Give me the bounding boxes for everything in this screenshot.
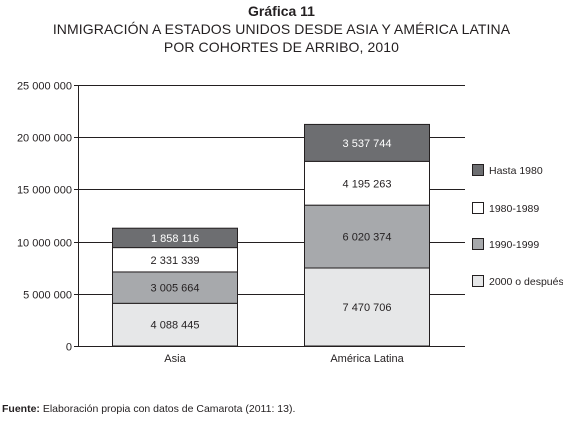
data-label: 1 858 116 [151, 233, 199, 245]
legend-swatch [472, 275, 484, 287]
y-tick-label: 0 [66, 342, 72, 354]
legend-label: Hasta 1980 [489, 165, 543, 177]
x-tick-label: América Latina [330, 353, 404, 365]
legend-label: 2000 o después [489, 276, 563, 288]
legend-swatch [472, 238, 484, 250]
chart-title-line2: POR COHORTES DE ARRIBO, 2010 [163, 39, 400, 55]
legend-swatch [472, 164, 484, 176]
bar-segment [304, 160, 430, 206]
data-label: 7 470 706 [343, 302, 392, 314]
source-note: Fuente: Elaboración propia con datos de … [2, 403, 295, 415]
source-text: Elaboración propia con datos de Camarota… [39, 403, 296, 415]
y-tick-label: 20 000 000 [17, 133, 72, 145]
data-label: 2 331 339 [151, 255, 200, 267]
chart-title-line1: INMIGRACIÓN A ESTADOS UNIDOS DESDE ASIA … [52, 21, 511, 37]
bar-segment [112, 227, 238, 249]
legend-swatch [472, 202, 484, 214]
data-label: 4 088 445 [151, 320, 200, 332]
data-label: 3 537 744 [343, 138, 392, 150]
chart-header: Gráfica 11 INMIGRACIÓN A ESTADOS UNIDOS … [0, 0, 563, 56]
legend-label: 1980-1989 [489, 203, 539, 215]
legend-label: 1990-1999 [489, 239, 539, 251]
y-tick-label: 25 000 000 [17, 81, 72, 93]
data-label: 4 195 263 [343, 178, 392, 190]
data-label: 3 005 664 [151, 283, 200, 295]
y-tick-label: 10 000 000 [17, 238, 72, 250]
y-tick-label: 15 000 000 [17, 185, 72, 197]
source-label: Fuente: [2, 403, 40, 415]
x-tick-label: Asia [164, 353, 186, 365]
bar-segment [304, 123, 430, 162]
data-label: 6 020 374 [343, 232, 392, 244]
y-tick-label: 5 000 000 [23, 290, 72, 302]
chart-number: Gráfica 11 [248, 3, 315, 19]
bar-segment [304, 204, 430, 269]
